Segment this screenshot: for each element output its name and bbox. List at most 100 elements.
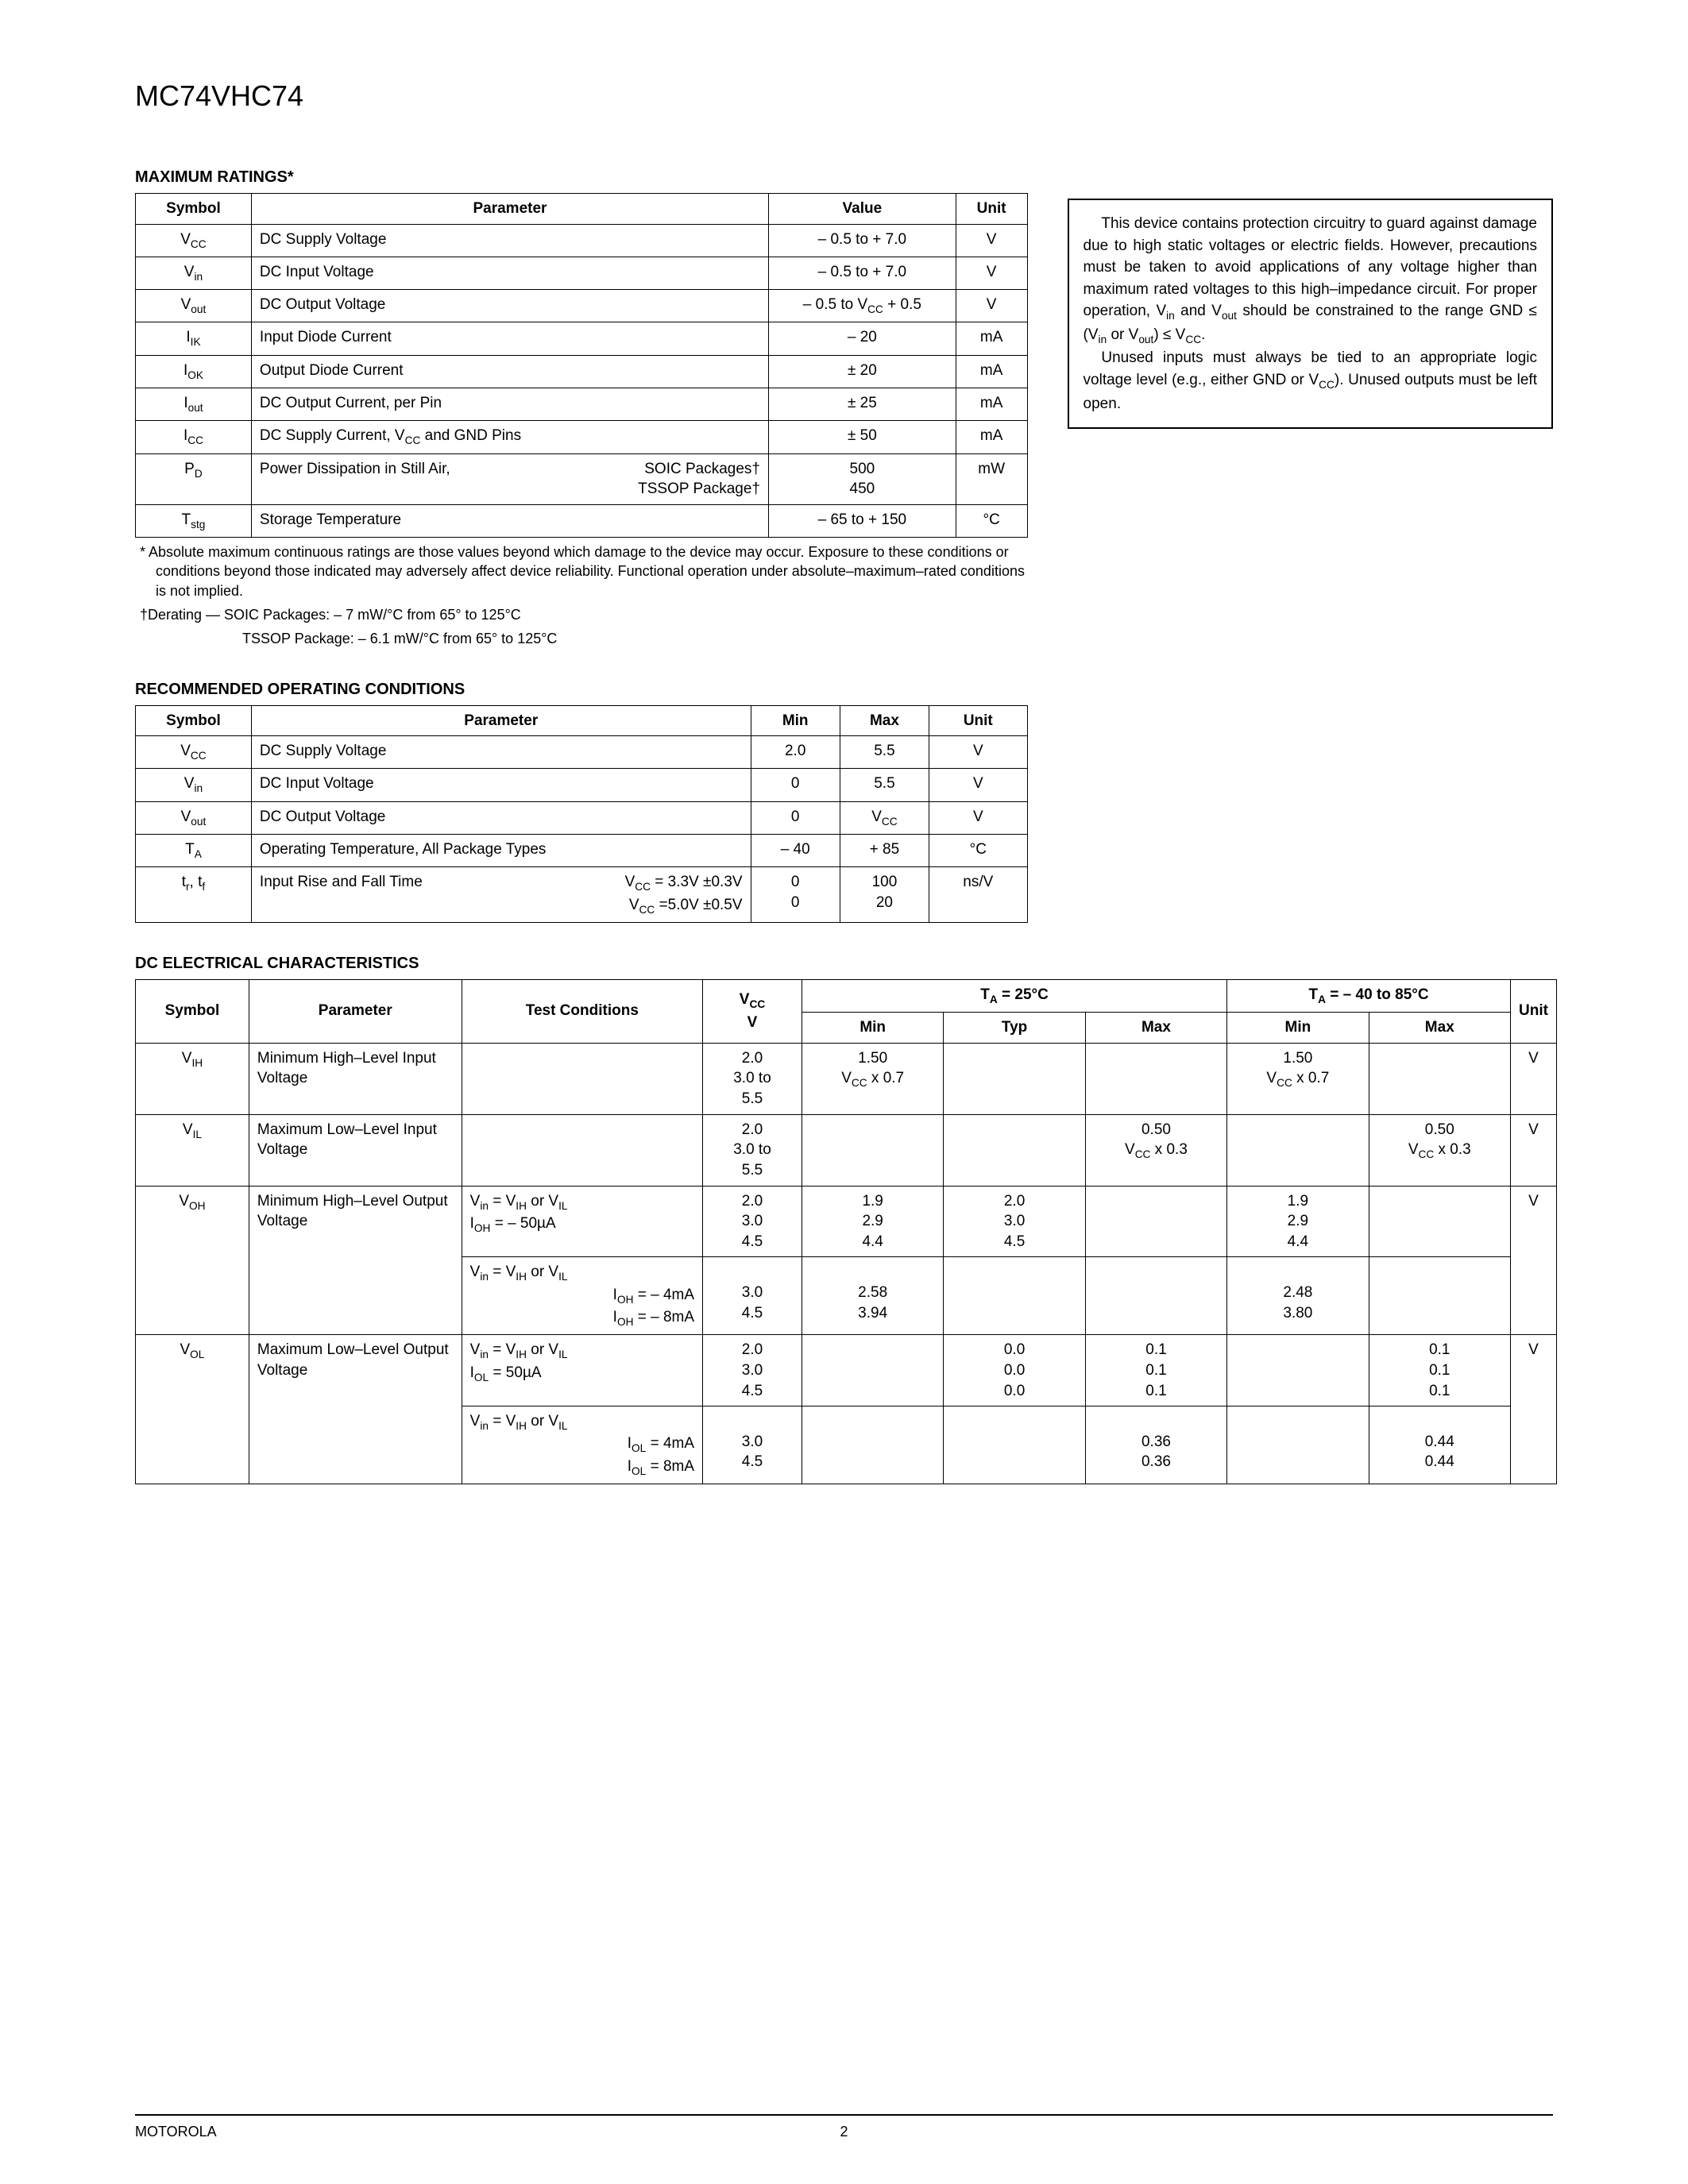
symbol-cell: Vout (136, 290, 252, 322)
typ25-cell: 2.03.04.5 (944, 1186, 1085, 1257)
value-cell: – 0.5 to + 7.0 (769, 257, 956, 289)
unit-cell: mA (956, 355, 1027, 388)
parameter-cell: Maximum Low–Level Output Voltage (249, 1335, 462, 1484)
table-row: IoutDC Output Current, per Pin± 25mA (136, 388, 1028, 420)
dc-header-parameter: Parameter (249, 979, 462, 1043)
parameter-cell: DC Output Current, per Pin (251, 388, 768, 420)
parameter-cell: Maximum Low–Level Input Voltage (249, 1114, 462, 1186)
table-row: VIHMinimum High–Level Input Voltage2.03.… (136, 1043, 1557, 1114)
max25-cell: 0.360.36 (1085, 1406, 1226, 1484)
dc-electrical-characteristics-table: Symbol Parameter Test Conditions VCCV TA… (135, 979, 1557, 1484)
value-cell: – 65 to + 150 (769, 504, 956, 537)
maxR-cell: 0.10.10.1 (1369, 1335, 1510, 1406)
min25-cell: 2.583.94 (802, 1257, 943, 1335)
maxR-cell (1369, 1043, 1510, 1114)
min25-cell: 1.50VCC x 0.7 (802, 1043, 943, 1114)
table-row: IIKInput Diode Current– 20mA (136, 322, 1028, 355)
unit-cell: V (1510, 1114, 1556, 1186)
table-row: VOLMaximum Low–Level Output VoltageVin =… (136, 1335, 1557, 1406)
table-row: TstgStorage Temperature– 65 to + 150°C (136, 504, 1028, 537)
typ25-cell (944, 1043, 1085, 1114)
protection-note-box: This device contains protection circuitr… (1068, 199, 1553, 429)
unit-cell: V (929, 801, 1027, 834)
minR-cell (1227, 1406, 1369, 1484)
test-conditions-cell: Vin = VIH or VILIOL = 4mAIOL = 8mA (462, 1406, 702, 1484)
max-cell: + 85 (840, 834, 929, 866)
parameter-cell: Input Rise and Fall TimeVCC = 3.3V ±0.3V… (251, 867, 751, 923)
recommended-operating-conditions-table: SymbolParameterMinMaxUnit VCCDC Supply V… (135, 705, 1028, 923)
symbol-cell: TA (136, 834, 252, 866)
parameter-cell: Minimum High–Level Output Voltage (249, 1186, 462, 1335)
footnote-text: †Derating — SOIC Packages: – 7 mW/°C fro… (135, 605, 1028, 624)
table-header: Parameter (251, 705, 751, 736)
table-header: Symbol (136, 194, 252, 225)
table-header: Max (840, 705, 929, 736)
parameter-cell: DC Supply Voltage (251, 224, 768, 257)
max25-cell (1085, 1257, 1226, 1335)
unit-cell: mA (956, 421, 1027, 453)
value-cell: – 0.5 to + 7.0 (769, 224, 956, 257)
vcc-cell: 2.03.04.5 (703, 1335, 802, 1406)
table-header: Parameter (251, 194, 768, 225)
footnote-text: TSSOP Package: – 6.1 mW/°C from 65° to 1… (135, 629, 1028, 648)
table-header: Unit (929, 705, 1027, 736)
footer-page-number: 2 (773, 2124, 915, 2140)
minR-cell: 2.483.80 (1227, 1257, 1369, 1335)
value-cell: ± 25 (769, 388, 956, 420)
value-cell: ± 50 (769, 421, 956, 453)
table-row: IOKOutput Diode Current± 20mA (136, 355, 1028, 388)
table-row: PDPower Dissipation in Still Air,SOIC Pa… (136, 453, 1028, 504)
test-conditions-cell: Vin = VIH or VILIOH = – 4mAIOH = – 8mA (462, 1257, 702, 1335)
table-header: Unit (956, 194, 1027, 225)
table-row: VILMaximum Low–Level Input Voltage2.03.0… (136, 1114, 1557, 1186)
test-conditions-cell: Vin = VIH or VILIOH = – 50µA (462, 1186, 702, 1257)
symbol-cell: IOK (136, 355, 252, 388)
symbol-cell: VCC (136, 736, 252, 769)
symbol-cell: Vin (136, 769, 252, 801)
maxR-cell: 0.440.44 (1369, 1406, 1510, 1484)
test-conditions-cell: Vin = VIH or VILIOL = 50µA (462, 1335, 702, 1406)
parameter-cell: Minimum High–Level Input Voltage (249, 1043, 462, 1114)
protection-paragraph-2: Unused inputs must always be tied to an … (1083, 347, 1537, 415)
table-header: Symbol (136, 705, 252, 736)
unit-cell: °C (956, 504, 1027, 537)
footer-vendor: MOTOROLA (135, 2124, 773, 2140)
vcc-cell: 2.03.0 to5.5 (703, 1114, 802, 1186)
typ25-cell (944, 1114, 1085, 1186)
max-ratings-title: MAXIMUM RATINGS* (135, 168, 1028, 187)
unit-cell: V (929, 736, 1027, 769)
unit-cell: V (956, 224, 1027, 257)
min25-cell (802, 1114, 943, 1186)
min25-cell: 1.92.94.4 (802, 1186, 943, 1257)
max-cell: VCC (840, 801, 929, 834)
dc-elec-title: DC ELECTRICAL CHARACTERISTICS (135, 955, 1028, 973)
parameter-cell: Power Dissipation in Still Air,SOIC Pack… (251, 453, 768, 504)
minR-cell: 1.50VCC x 0.7 (1227, 1043, 1369, 1114)
parameter-cell: DC Output Voltage (251, 290, 768, 322)
dc-header-symbol: Symbol (136, 979, 249, 1043)
max-cell: 10020 (840, 867, 929, 923)
unit-cell: mW (956, 453, 1027, 504)
unit-cell: V (929, 769, 1027, 801)
table-row: VoutDC Output Voltage– 0.5 to VCC + 0.5V (136, 290, 1028, 322)
parameter-cell: DC Output Voltage (251, 801, 751, 834)
unit-cell: V (1510, 1043, 1556, 1114)
dc-subheader-max-range: Max (1369, 1013, 1510, 1044)
value-cell: – 0.5 to VCC + 0.5 (769, 290, 956, 322)
maxR-cell (1369, 1257, 1510, 1335)
parameter-cell: DC Supply Voltage (251, 736, 751, 769)
symbol-cell: tr, tf (136, 867, 252, 923)
table-row: VinDC Input Voltage– 0.5 to + 7.0V (136, 257, 1028, 289)
unit-cell: mA (956, 388, 1027, 420)
value-cell: 500450 (769, 453, 956, 504)
typ25-cell: 0.00.00.0 (944, 1335, 1085, 1406)
min25-cell (802, 1335, 943, 1406)
table-header: Min (751, 705, 840, 736)
symbol-cell: PD (136, 453, 252, 504)
rec-op-title: RECOMMENDED OPERATING CONDITIONS (135, 681, 1028, 699)
table-row: VCCDC Supply Voltage– 0.5 to + 7.0V (136, 224, 1028, 257)
symbol-cell: IIK (136, 322, 252, 355)
unit-cell: ns/V (929, 867, 1027, 923)
parameter-cell: DC Input Voltage (251, 257, 768, 289)
unit-cell: mA (956, 322, 1027, 355)
